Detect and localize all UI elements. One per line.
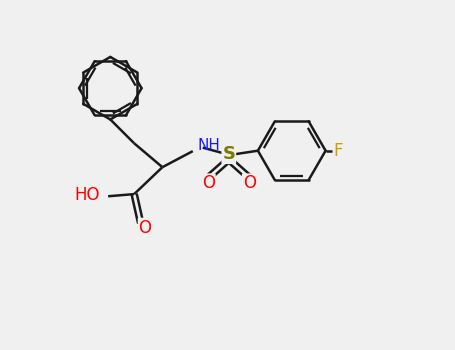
Text: O: O <box>138 218 152 237</box>
Text: F: F <box>334 142 343 160</box>
Text: NH: NH <box>197 138 220 153</box>
Text: S: S <box>222 145 235 163</box>
Text: O: O <box>243 174 256 192</box>
Text: HO: HO <box>74 186 100 204</box>
Text: O: O <box>202 174 215 192</box>
